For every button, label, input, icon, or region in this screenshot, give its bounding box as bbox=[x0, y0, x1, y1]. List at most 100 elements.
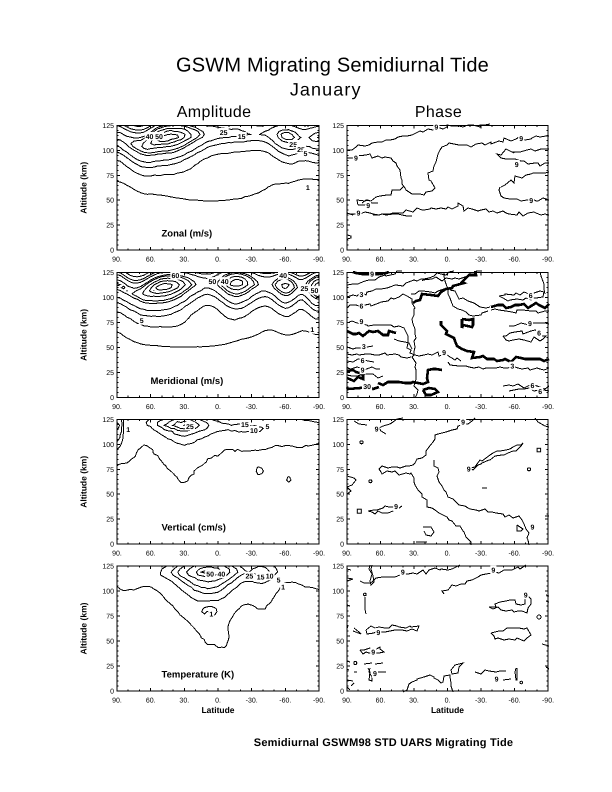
svg-text:-60.: -60. bbox=[508, 551, 520, 558]
svg-text:125: 125 bbox=[332, 564, 344, 571]
svg-text:Temperature (K): Temperature (K) bbox=[162, 670, 235, 681]
svg-text:9: 9 bbox=[354, 156, 358, 163]
svg-text:9: 9 bbox=[373, 671, 377, 678]
svg-text:Altitude (km): Altitude (km) bbox=[79, 309, 89, 361]
svg-text:50: 50 bbox=[206, 572, 214, 579]
svg-text:100: 100 bbox=[102, 295, 114, 302]
svg-text:60.: 60. bbox=[376, 698, 386, 705]
svg-text:125: 125 bbox=[102, 564, 114, 571]
svg-text:75: 75 bbox=[336, 467, 344, 474]
svg-text:-30.: -30. bbox=[246, 698, 258, 705]
svg-text:9: 9 bbox=[515, 162, 519, 169]
svg-text:-30.: -30. bbox=[246, 404, 258, 411]
svg-text:30.: 30. bbox=[409, 698, 419, 705]
svg-text:0.: 0. bbox=[445, 404, 451, 411]
svg-text:25: 25 bbox=[186, 424, 194, 431]
svg-text:3: 3 bbox=[360, 292, 364, 299]
svg-text:1: 1 bbox=[281, 585, 285, 592]
svg-text:Altitude (km): Altitude (km) bbox=[79, 162, 89, 214]
svg-text:6: 6 bbox=[530, 383, 534, 390]
svg-text:0.: 0. bbox=[215, 551, 221, 558]
svg-text:1: 1 bbox=[306, 185, 310, 192]
svg-text:0: 0 bbox=[110, 542, 114, 549]
svg-text:9: 9 bbox=[394, 504, 398, 511]
svg-text:75: 75 bbox=[336, 614, 344, 621]
svg-text:25: 25 bbox=[246, 574, 254, 581]
svg-text:-30.: -30. bbox=[475, 698, 487, 705]
svg-text:100: 100 bbox=[102, 442, 114, 449]
svg-text:3: 3 bbox=[510, 363, 514, 370]
svg-text:Altitude (km): Altitude (km) bbox=[79, 456, 89, 508]
svg-text:90.: 90. bbox=[342, 698, 352, 705]
svg-text:60.: 60. bbox=[376, 551, 386, 558]
svg-text:9: 9 bbox=[401, 570, 405, 577]
svg-text:75: 75 bbox=[336, 320, 344, 327]
svg-text:-90.: -90. bbox=[542, 257, 554, 264]
svg-text:-30.: -30. bbox=[475, 404, 487, 411]
svg-text:-90.: -90. bbox=[542, 404, 554, 411]
svg-text:125: 125 bbox=[102, 123, 114, 130]
svg-text:75: 75 bbox=[336, 173, 344, 180]
svg-text:9: 9 bbox=[361, 367, 365, 374]
svg-text:30.: 30. bbox=[179, 257, 189, 264]
svg-text:Latitude: Latitude bbox=[431, 705, 464, 715]
svg-text:25: 25 bbox=[220, 130, 228, 137]
svg-text:9: 9 bbox=[495, 677, 499, 684]
svg-text:GSWM Migrating Semidiurnal Tid: GSWM Migrating Semidiurnal Tide bbox=[176, 55, 489, 77]
svg-text:50: 50 bbox=[336, 492, 344, 499]
svg-text:9: 9 bbox=[376, 630, 380, 637]
svg-text:25: 25 bbox=[289, 142, 297, 149]
svg-text:0: 0 bbox=[110, 689, 114, 696]
svg-text:9: 9 bbox=[519, 136, 523, 143]
svg-text:125: 125 bbox=[332, 270, 344, 277]
svg-text:9: 9 bbox=[371, 650, 375, 657]
svg-text:40: 40 bbox=[279, 273, 287, 280]
svg-text:125: 125 bbox=[102, 417, 114, 424]
svg-text:9: 9 bbox=[357, 211, 361, 218]
svg-text:125: 125 bbox=[102, 270, 114, 277]
svg-text:75: 75 bbox=[106, 320, 114, 327]
svg-text:125: 125 bbox=[332, 123, 344, 130]
svg-text:100: 100 bbox=[102, 589, 114, 596]
svg-text:9: 9 bbox=[360, 319, 364, 326]
svg-text:30.: 30. bbox=[409, 404, 419, 411]
svg-text:6: 6 bbox=[361, 358, 365, 365]
svg-text:9: 9 bbox=[528, 321, 532, 328]
svg-text:-60.: -60. bbox=[279, 698, 291, 705]
svg-text:50: 50 bbox=[106, 198, 114, 205]
svg-text:0: 0 bbox=[340, 395, 344, 402]
svg-text:0.: 0. bbox=[215, 698, 221, 705]
svg-text:1: 1 bbox=[126, 427, 130, 434]
svg-text:-90.: -90. bbox=[313, 404, 325, 411]
svg-text:30.: 30. bbox=[409, 257, 419, 264]
svg-text:25: 25 bbox=[336, 517, 344, 524]
svg-text:January: January bbox=[290, 79, 362, 99]
svg-text:90.: 90. bbox=[112, 404, 122, 411]
svg-text:30.: 30. bbox=[179, 698, 189, 705]
svg-text:9: 9 bbox=[524, 593, 528, 600]
svg-text:100: 100 bbox=[102, 148, 114, 155]
svg-text:9: 9 bbox=[442, 350, 446, 357]
svg-text:0: 0 bbox=[340, 689, 344, 696]
svg-text:0: 0 bbox=[340, 542, 344, 549]
svg-text:25: 25 bbox=[301, 286, 309, 293]
svg-text:25: 25 bbox=[106, 517, 114, 524]
svg-text:-60.: -60. bbox=[279, 551, 291, 558]
svg-text:25: 25 bbox=[336, 664, 344, 671]
svg-text:60: 60 bbox=[172, 273, 180, 280]
svg-text:-90.: -90. bbox=[542, 551, 554, 558]
svg-text:9: 9 bbox=[530, 525, 534, 532]
svg-text:3: 3 bbox=[362, 344, 366, 351]
svg-text:9: 9 bbox=[370, 272, 374, 279]
svg-text:100: 100 bbox=[332, 442, 344, 449]
svg-text:Vertical (cm/s): Vertical (cm/s) bbox=[162, 523, 226, 534]
svg-text:25: 25 bbox=[336, 370, 344, 377]
svg-text:-30.: -30. bbox=[475, 551, 487, 558]
svg-text:50: 50 bbox=[106, 492, 114, 499]
svg-text:-90.: -90. bbox=[313, 257, 325, 264]
svg-text:0.: 0. bbox=[445, 551, 451, 558]
svg-text:30: 30 bbox=[363, 384, 371, 391]
svg-text:50: 50 bbox=[106, 345, 114, 352]
svg-text:25: 25 bbox=[106, 223, 114, 230]
svg-text:-60.: -60. bbox=[279, 404, 291, 411]
